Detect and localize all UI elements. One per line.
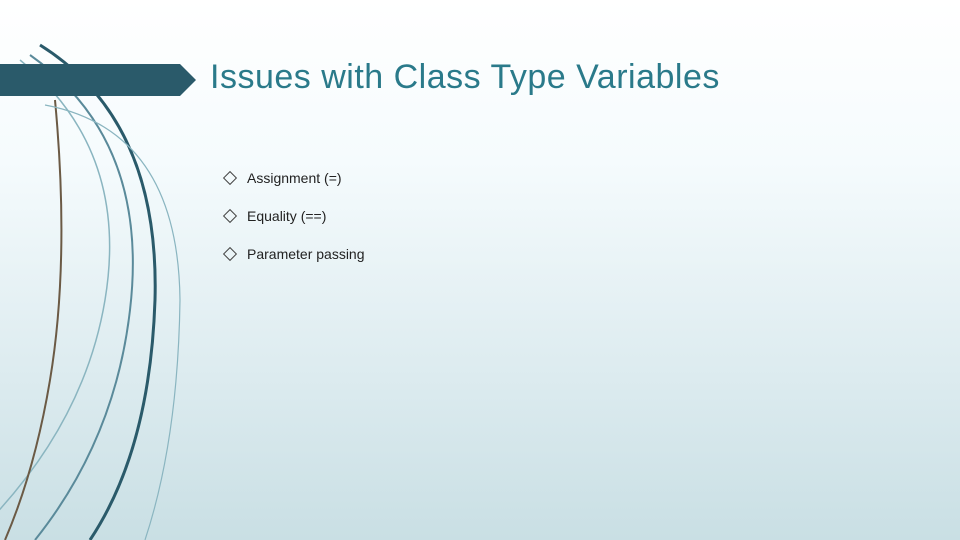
bullet-text: Assignment (=) bbox=[247, 170, 342, 186]
title-accent-bar bbox=[0, 64, 180, 96]
bullet-text: Parameter passing bbox=[247, 246, 365, 262]
slide: Issues with Class Type Variables Assignm… bbox=[0, 0, 960, 540]
list-item: Assignment (=) bbox=[225, 170, 365, 186]
list-item: Equality (==) bbox=[225, 208, 365, 224]
list-item: Parameter passing bbox=[225, 246, 365, 262]
bullet-list: Assignment (=) Equality (==) Parameter p… bbox=[225, 170, 365, 284]
slide-title: Issues with Class Type Variables bbox=[210, 58, 720, 97]
bullet-text: Equality (==) bbox=[247, 208, 326, 224]
